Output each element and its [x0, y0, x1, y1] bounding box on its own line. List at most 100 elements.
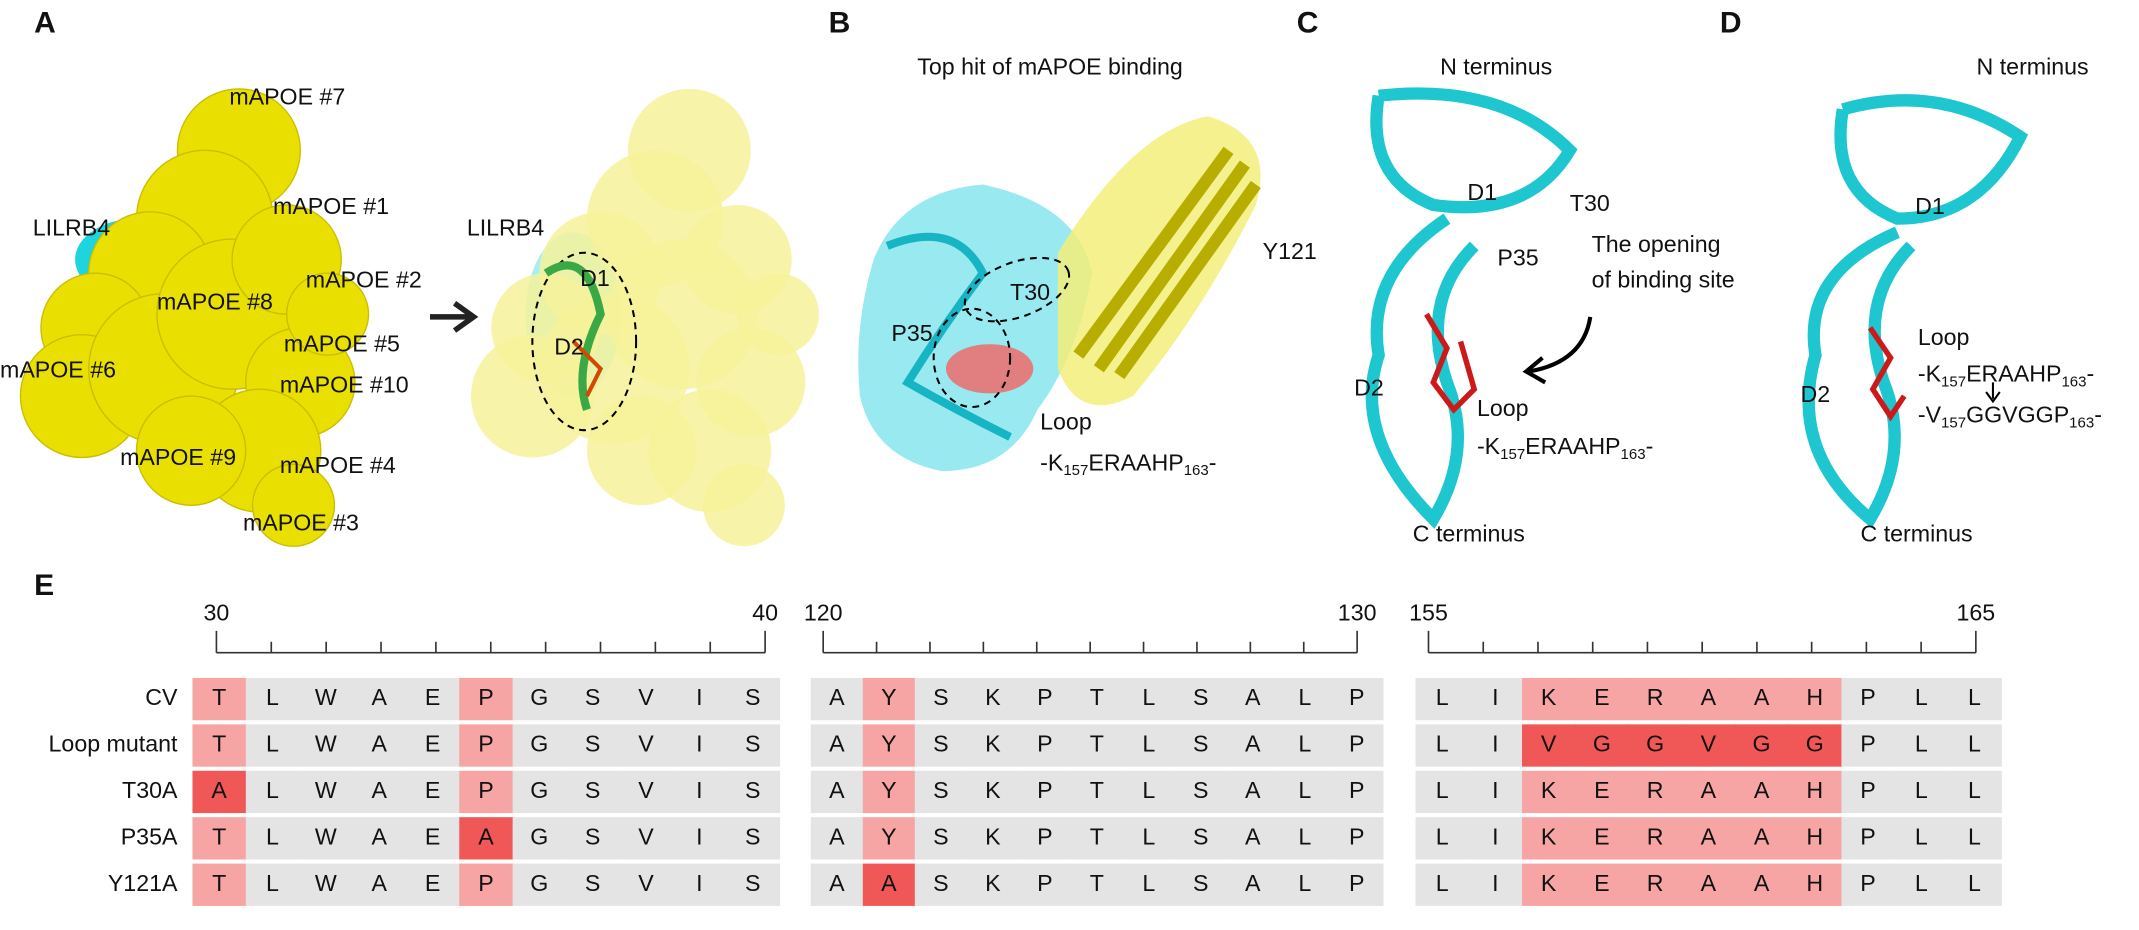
- cell: [459, 770, 514, 814]
- residue: G: [530, 823, 548, 849]
- annotation: C terminus: [1861, 520, 1973, 546]
- cell: [245, 677, 300, 721]
- residue: G: [530, 731, 548, 757]
- cell: [405, 863, 460, 906]
- residue: A: [829, 777, 845, 803]
- residue: V: [638, 684, 654, 710]
- annotation: Loop: [1040, 408, 1092, 434]
- cell: [299, 677, 354, 721]
- annotation: T30: [1010, 279, 1050, 305]
- residue: L: [1298, 684, 1311, 710]
- residue: G: [530, 870, 548, 896]
- cell: [862, 724, 916, 767]
- residue: L: [1915, 870, 1928, 896]
- cell: [352, 724, 407, 767]
- residue: L: [1298, 731, 1311, 757]
- residue: A: [1701, 823, 1717, 849]
- cell: [726, 817, 781, 860]
- panel-title: Top hit of mAPOE binding: [917, 54, 1183, 80]
- residue: V: [638, 823, 654, 849]
- cell: [619, 770, 674, 814]
- annotation: Y121: [1263, 238, 1317, 264]
- residue: T: [212, 684, 226, 710]
- residue: G: [1753, 731, 1771, 757]
- cell: [1468, 770, 1523, 814]
- cell: [565, 817, 621, 860]
- apoe-surface: [251, 463, 336, 547]
- apoe-surface: [1057, 116, 1261, 406]
- cell: [1575, 817, 1630, 860]
- cell: [726, 724, 781, 767]
- cell: [1734, 770, 1789, 814]
- ribbon: [543, 261, 605, 412]
- residue: P: [1860, 731, 1875, 757]
- cell: [1122, 677, 1176, 721]
- cell: [299, 770, 354, 814]
- cell: [1018, 817, 1072, 860]
- cell: [914, 863, 968, 906]
- residue: L: [266, 731, 279, 757]
- apoe-surface: [737, 273, 820, 356]
- residue: T: [212, 823, 226, 849]
- cell: [1841, 770, 1896, 814]
- residue: L: [1436, 870, 1449, 896]
- residue: L: [266, 684, 279, 710]
- row-label: Loop mutant: [49, 731, 178, 757]
- residue: L: [1915, 731, 1928, 757]
- residue: P: [1037, 731, 1052, 757]
- annotation: D1: [1467, 179, 1497, 205]
- cell: [1575, 724, 1630, 767]
- cell: [1575, 677, 1630, 721]
- annotation: T30: [1570, 190, 1610, 216]
- cell: [1734, 863, 1789, 906]
- residue: S: [585, 870, 600, 896]
- annotation: Loop: [1918, 324, 1970, 350]
- cell: [1122, 817, 1176, 860]
- residue: S: [933, 823, 948, 849]
- residue: I: [696, 684, 702, 710]
- cell: [299, 863, 354, 906]
- residue: P: [1860, 777, 1875, 803]
- residue: A: [1245, 777, 1261, 803]
- cell: [862, 677, 916, 721]
- annotation: P35: [891, 320, 932, 346]
- annotation: mAPOE #3: [243, 510, 359, 536]
- cell: [862, 817, 916, 860]
- residue: K: [1541, 684, 1557, 710]
- cell: [1947, 817, 2002, 860]
- residue: P: [1860, 870, 1875, 896]
- residue: A: [1701, 684, 1717, 710]
- ruler-label: 30: [204, 600, 230, 626]
- residue: L: [1298, 823, 1311, 849]
- residue: L: [1968, 684, 1981, 710]
- cell: [914, 770, 968, 814]
- residue: A: [1245, 731, 1261, 757]
- residue: A: [1754, 870, 1770, 896]
- residue: E: [425, 823, 440, 849]
- cell: [1226, 863, 1280, 906]
- ruler-label: 155: [1409, 600, 1448, 626]
- cell: [1070, 817, 1124, 860]
- residue: P: [1037, 870, 1052, 896]
- residue: S: [585, 684, 600, 710]
- cell: [1468, 863, 1523, 906]
- cell: [565, 863, 621, 906]
- cell: [405, 770, 460, 814]
- residue: Y: [881, 823, 896, 849]
- cell: [726, 677, 781, 721]
- cell: [565, 677, 621, 721]
- cell: [245, 817, 300, 860]
- residue: A: [1754, 823, 1770, 849]
- cell: [459, 817, 514, 860]
- residue: W: [315, 777, 337, 803]
- residue: S: [585, 731, 600, 757]
- annotation: D2: [1800, 381, 1830, 407]
- residue: K: [985, 870, 1001, 896]
- row-label: Y121A: [108, 870, 178, 896]
- cell: [1070, 677, 1124, 721]
- cell: [1468, 677, 1523, 721]
- cell: [1330, 770, 1384, 814]
- residue: E: [425, 731, 440, 757]
- annotation: D2: [1354, 374, 1384, 400]
- cell: [1122, 770, 1176, 814]
